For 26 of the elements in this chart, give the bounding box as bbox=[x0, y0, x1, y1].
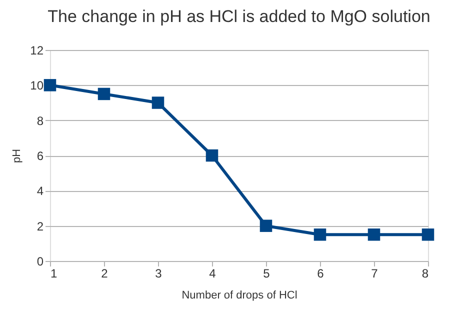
y-tick-label: 10 bbox=[30, 78, 44, 93]
x-tick-label: 8 bbox=[422, 266, 429, 280]
point bbox=[206, 149, 218, 162]
x-tick-label: 4 bbox=[209, 266, 216, 280]
x-tick-label: 5 bbox=[263, 266, 270, 280]
y-tick-label: 8 bbox=[36, 114, 44, 128]
point bbox=[260, 220, 272, 232]
x-tick-label: 3 bbox=[155, 266, 162, 280]
x-tick-label: 7 bbox=[371, 266, 378, 280]
y-tick-label: 2 bbox=[36, 219, 44, 234]
chart-title: The change in pH as HCl is added to MgO solution bbox=[48, 7, 430, 26]
y-tick-label: 4 bbox=[36, 184, 44, 198]
point bbox=[44, 79, 56, 92]
y-tick-label: 12 bbox=[30, 44, 44, 58]
y-tick-label: 6 bbox=[36, 149, 44, 163]
point bbox=[152, 96, 164, 109]
x-tick-label: 6 bbox=[317, 266, 324, 280]
x-tick-label: 2 bbox=[101, 266, 108, 280]
point bbox=[98, 88, 110, 100]
point bbox=[314, 228, 326, 241]
x-tick-label: 1 bbox=[50, 266, 58, 280]
x-axis-title: Number of drops of HCl bbox=[182, 290, 298, 302]
point bbox=[422, 228, 434, 241]
y-tick-label: 0 bbox=[36, 254, 44, 268]
y-axis-title: pH bbox=[11, 148, 24, 164]
point bbox=[368, 228, 380, 241]
